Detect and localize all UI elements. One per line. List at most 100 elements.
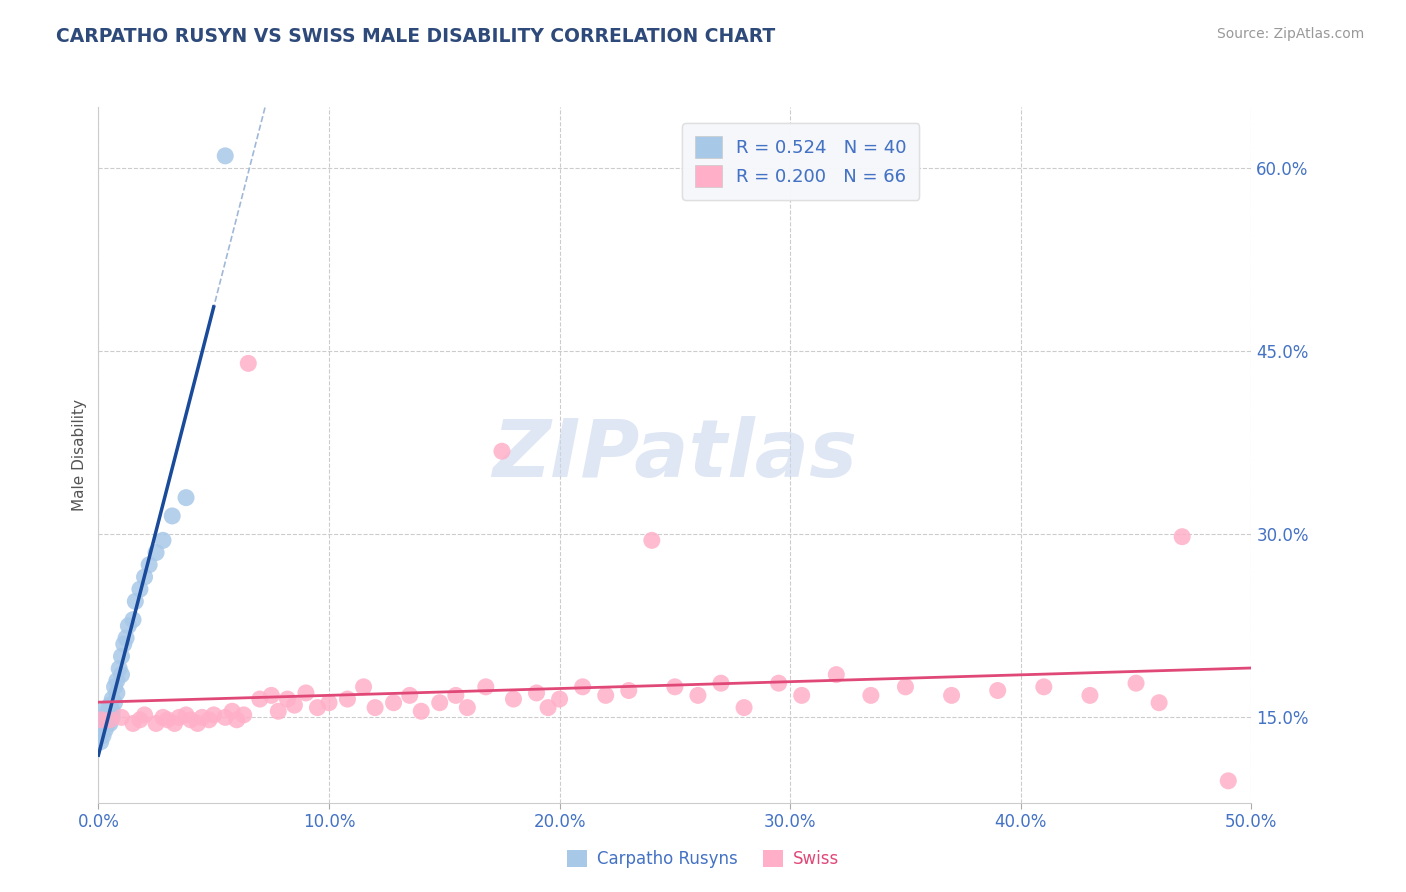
- Point: [364, 700, 387, 714]
- Point: [283, 698, 305, 713]
- Point: [894, 680, 917, 694]
- Point: [117, 619, 139, 633]
- Point: [1218, 773, 1240, 788]
- Point: [110, 710, 132, 724]
- Point: [191, 710, 214, 724]
- Point: [145, 716, 167, 731]
- Point: [129, 582, 152, 597]
- Point: [90, 735, 112, 749]
- Point: [456, 700, 478, 714]
- Point: [318, 696, 340, 710]
- Point: [336, 692, 359, 706]
- Point: [110, 649, 132, 664]
- Point: [941, 689, 963, 703]
- Point: [475, 680, 498, 694]
- Point: [276, 692, 298, 706]
- Point: [502, 692, 524, 706]
- Point: [238, 356, 260, 370]
- Point: [101, 692, 124, 706]
- Legend: Carpatho Rusyns, Swiss: Carpatho Rusyns, Swiss: [561, 843, 845, 875]
- Point: [859, 689, 882, 703]
- Point: [232, 707, 254, 722]
- Point: [97, 713, 120, 727]
- Text: CARPATHO RUSYN VS SWISS MALE DISABILITY CORRELATION CHART: CARPATHO RUSYN VS SWISS MALE DISABILITY …: [56, 27, 776, 45]
- Point: [101, 710, 124, 724]
- Point: [491, 444, 513, 458]
- Point: [710, 676, 733, 690]
- Point: [198, 713, 221, 727]
- Point: [595, 689, 617, 703]
- Point: [122, 716, 145, 731]
- Point: [733, 700, 755, 714]
- Point: [90, 713, 112, 727]
- Point: [1171, 530, 1194, 544]
- Point: [267, 704, 290, 718]
- Point: [429, 696, 451, 710]
- Point: [98, 698, 121, 713]
- Point: [98, 704, 121, 718]
- Point: [129, 713, 152, 727]
- Point: [122, 613, 145, 627]
- Point: [382, 696, 405, 710]
- Point: [97, 704, 120, 718]
- Point: [108, 661, 131, 675]
- Point: [353, 680, 375, 694]
- Point: [571, 680, 593, 694]
- Point: [163, 716, 186, 731]
- Point: [641, 533, 664, 548]
- Point: [91, 713, 114, 727]
- Point: [97, 716, 120, 731]
- Point: [1078, 689, 1101, 703]
- Point: [94, 723, 117, 737]
- Point: [105, 673, 128, 688]
- Point: [686, 689, 709, 703]
- Point: [411, 704, 433, 718]
- Point: [103, 696, 125, 710]
- Point: [1032, 680, 1054, 694]
- Y-axis label: Male Disability: Male Disability: [72, 399, 87, 511]
- Point: [537, 700, 560, 714]
- Point: [103, 680, 125, 694]
- Point: [790, 689, 813, 703]
- Point: [167, 710, 190, 724]
- Point: [174, 707, 197, 722]
- Point: [94, 716, 117, 731]
- Point: [145, 545, 167, 559]
- Point: [1147, 696, 1170, 710]
- Text: Source: ZipAtlas.com: Source: ZipAtlas.com: [1216, 27, 1364, 41]
- Point: [548, 692, 571, 706]
- Point: [98, 707, 121, 722]
- Point: [160, 508, 183, 523]
- Point: [295, 686, 318, 700]
- Point: [187, 716, 209, 731]
- Point: [221, 704, 243, 718]
- Point: [768, 676, 790, 690]
- Point: [664, 680, 686, 694]
- Point: [98, 713, 121, 727]
- Point: [156, 713, 179, 727]
- Point: [398, 689, 420, 703]
- Point: [1125, 676, 1147, 690]
- Point: [152, 710, 174, 724]
- Point: [444, 689, 467, 703]
- Point: [174, 491, 197, 505]
- Text: ZIPatlas: ZIPatlas: [492, 416, 858, 494]
- Point: [617, 683, 640, 698]
- Point: [134, 570, 156, 584]
- Point: [180, 713, 202, 727]
- Point: [115, 631, 138, 645]
- Point: [987, 683, 1010, 698]
- Point: [307, 700, 329, 714]
- Point: [138, 558, 160, 572]
- Point: [214, 710, 236, 724]
- Point: [90, 716, 112, 731]
- Point: [225, 713, 247, 727]
- Point: [91, 729, 114, 743]
- Point: [101, 704, 124, 718]
- Point: [105, 686, 128, 700]
- Point: [98, 713, 121, 727]
- Point: [825, 667, 848, 681]
- Point: [152, 533, 174, 548]
- Point: [249, 692, 271, 706]
- Point: [134, 707, 156, 722]
